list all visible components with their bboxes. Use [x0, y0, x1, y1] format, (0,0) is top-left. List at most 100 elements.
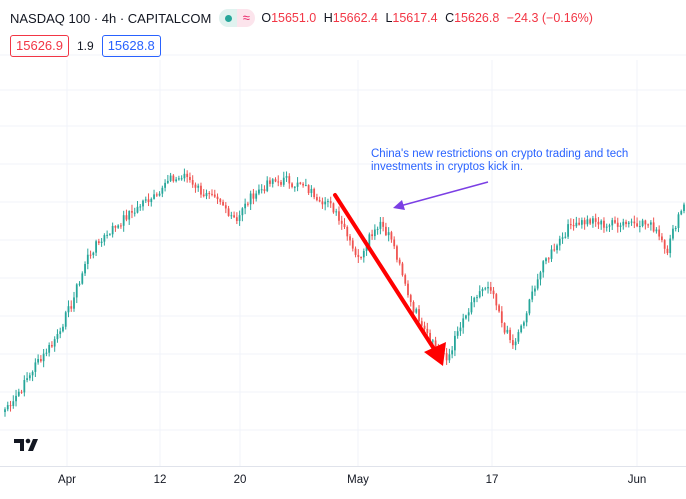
candle: [86, 248, 89, 270]
candle: [299, 181, 302, 185]
time-axis[interactable]: Apr 12 20 May 17 Jun: [58, 474, 646, 486]
candle-body: [131, 210, 133, 213]
candle: [120, 223, 122, 229]
candle: [37, 354, 40, 365]
buy-price-box[interactable]: 15628.8: [101, 35, 161, 57]
candle: [506, 325, 509, 334]
candle-body: [592, 218, 594, 224]
candle-body: [23, 380, 26, 393]
candle-body: [73, 297, 75, 309]
candle: [56, 329, 59, 343]
candle: [666, 245, 669, 256]
red-down-arrow-line[interactable]: [333, 193, 438, 354]
candle: [169, 172, 172, 183]
candle: [153, 189, 155, 200]
candle-body: [580, 220, 583, 225]
candle: [78, 281, 81, 287]
candle: [97, 238, 100, 246]
candle: [28, 372, 31, 381]
candle-body: [186, 173, 189, 178]
candle-body: [122, 215, 125, 226]
candle: [567, 219, 569, 239]
candle-body: [666, 248, 669, 254]
candle-body: [252, 193, 255, 199]
candle-body: [492, 290, 495, 295]
candle: [186, 170, 189, 183]
close-value: 15626.8: [454, 11, 500, 25]
candle: [393, 236, 396, 250]
candle-body: [271, 179, 274, 184]
candle-body: [4, 409, 6, 413]
tradingview-logo-icon[interactable]: [11, 432, 41, 456]
candle: [382, 217, 385, 232]
symbol-title[interactable]: NASDAQ 100 · 4h · CAPITALCOM: [10, 10, 212, 26]
candle: [451, 346, 454, 359]
open-value: 15651.0: [271, 11, 317, 25]
candle: [142, 199, 144, 211]
candle-body: [470, 302, 473, 313]
candle: [211, 189, 213, 197]
annotation-text[interactable]: China's new restrictions on crypto tradi…: [371, 148, 629, 173]
candle-body: [594, 218, 597, 222]
candle: [45, 348, 48, 357]
grid-lines: [0, 54, 686, 466]
candle: [652, 217, 655, 233]
candle-body: [539, 272, 542, 280]
candle: [15, 389, 17, 407]
candle: [340, 215, 343, 230]
red-down-arrow-head: [424, 342, 446, 366]
candle-body: [407, 283, 409, 296]
candle-body: [280, 182, 282, 185]
candle: [238, 210, 241, 226]
candle: [51, 341, 53, 348]
annotation-pointer-arrowhead: [393, 200, 405, 210]
candle: [641, 218, 644, 228]
candle-body: [321, 201, 324, 205]
candle-body: [523, 322, 525, 326]
status-pill[interactable]: ≈: [219, 9, 256, 27]
candle: [263, 185, 266, 194]
candle-body: [133, 212, 136, 214]
candle-body: [404, 275, 407, 284]
x-tick-label: Jun: [628, 474, 647, 486]
candle: [241, 207, 244, 222]
candle-body: [567, 224, 569, 237]
candle-body: [561, 237, 564, 239]
candle-body: [385, 226, 387, 236]
candle-body: [86, 254, 89, 265]
annotation-pointer-line[interactable]: [399, 181, 489, 207]
candle: [164, 179, 166, 192]
candle-body: [45, 352, 48, 354]
candle-body: [465, 315, 467, 319]
x-tick-label: 17: [486, 474, 499, 486]
candle: [100, 238, 103, 247]
candle-body: [324, 201, 327, 205]
candle: [158, 191, 161, 197]
candle-body: [147, 199, 150, 203]
candle: [487, 281, 489, 294]
candle-body: [235, 217, 238, 221]
candle: [194, 182, 197, 193]
candle-body: [484, 288, 487, 290]
candle: [564, 232, 567, 239]
candle: [495, 292, 498, 311]
candle-body: [418, 309, 420, 322]
candle-body: [445, 353, 448, 361]
candle-body: [586, 219, 589, 225]
candle: [213, 189, 216, 198]
candle: [197, 183, 200, 192]
candle-body: [26, 378, 28, 381]
candle: [282, 171, 285, 187]
candle: [219, 198, 222, 205]
candle: [658, 225, 661, 241]
candle: [663, 239, 666, 254]
candle: [175, 176, 178, 183]
candle-body: [6, 405, 9, 410]
candle-body: [166, 180, 169, 183]
sell-price-box[interactable]: 15626.9: [10, 35, 69, 57]
candle: [274, 177, 277, 183]
candle: [235, 212, 238, 225]
candle-body: [647, 224, 650, 226]
